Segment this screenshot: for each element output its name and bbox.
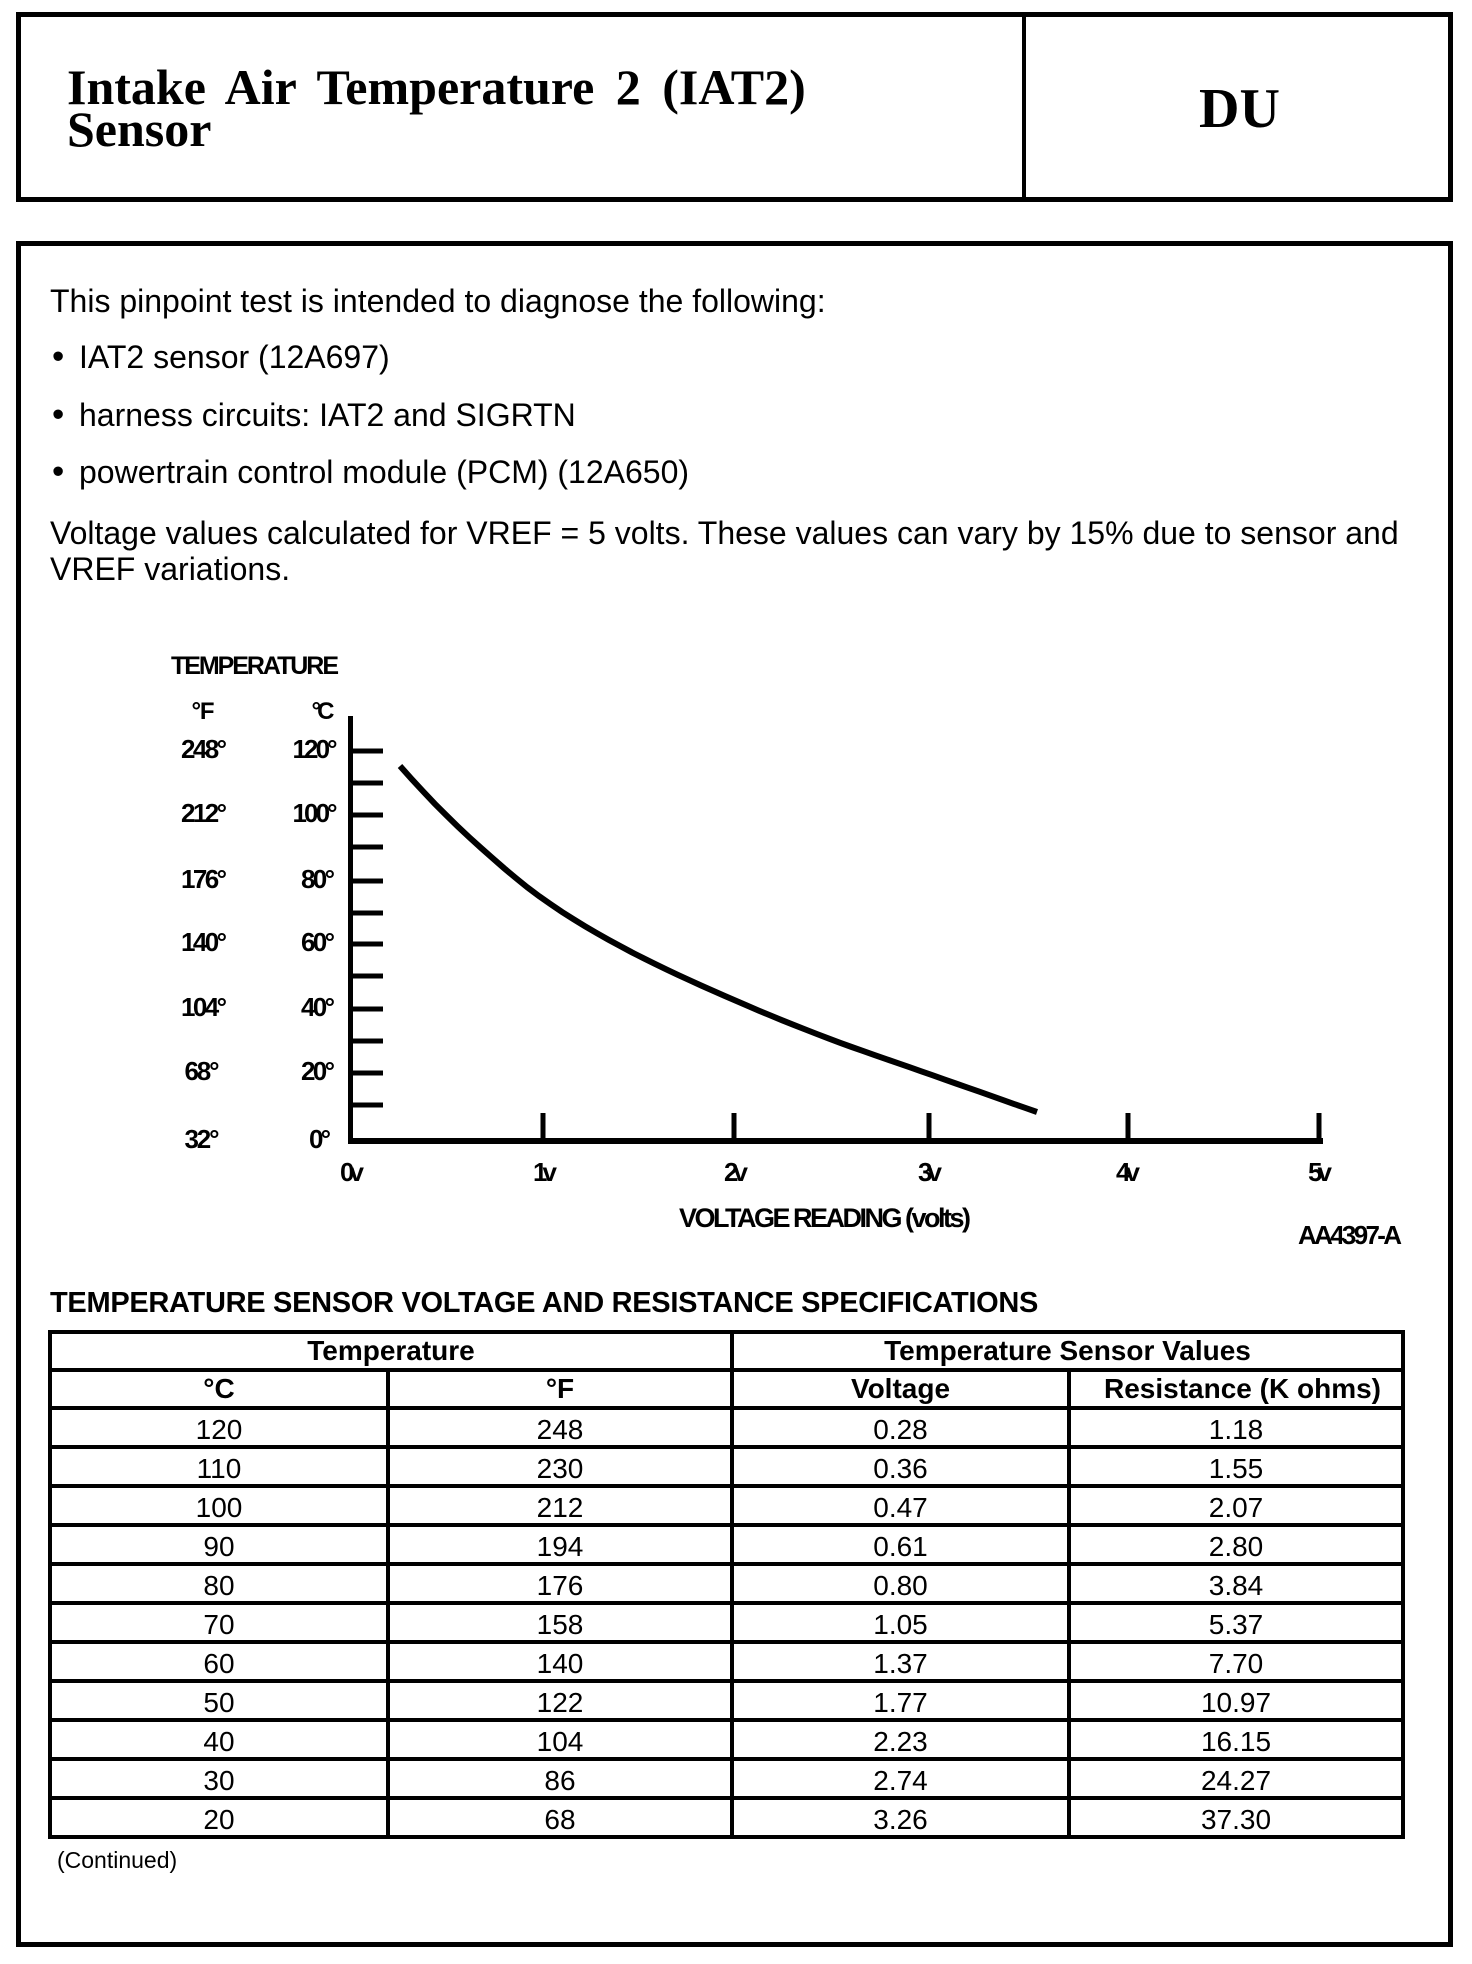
svg-text:32°: 32° <box>185 1124 220 1154</box>
svg-text:°F: °F <box>192 698 215 725</box>
svg-text:212°: 212° <box>181 798 227 828</box>
svg-text:5v: 5v <box>1308 1157 1333 1187</box>
svg-text:104°: 104° <box>181 992 227 1022</box>
svg-text:AA4397-A: AA4397-A <box>1298 1220 1402 1250</box>
svg-text:100°: 100° <box>293 798 338 828</box>
svg-text:176°: 176° <box>181 864 227 894</box>
svg-text:60°: 60° <box>301 927 335 957</box>
svg-text:TEMPERATURE: TEMPERATURE <box>171 652 339 680</box>
svg-text:3v: 3v <box>918 1157 943 1187</box>
svg-text:2v: 2v <box>724 1157 749 1187</box>
svg-text:140°: 140° <box>181 927 227 957</box>
svg-text:1v: 1v <box>533 1157 558 1187</box>
svg-text:VOLTAGE READING (volts): VOLTAGE READING (volts) <box>679 1203 971 1233</box>
svg-text:40°: 40° <box>301 992 335 1022</box>
svg-text:4v: 4v <box>1116 1157 1141 1187</box>
svg-text:68°: 68° <box>185 1056 220 1086</box>
svg-text:0v: 0v <box>340 1157 365 1187</box>
svg-text:248°: 248° <box>181 734 227 764</box>
svg-text:80°: 80° <box>301 864 335 894</box>
svg-text:°C: °C <box>312 698 335 725</box>
svg-text:120°: 120° <box>293 734 338 764</box>
svg-text:20°: 20° <box>301 1056 335 1086</box>
svg-text:0°: 0° <box>309 1124 331 1154</box>
